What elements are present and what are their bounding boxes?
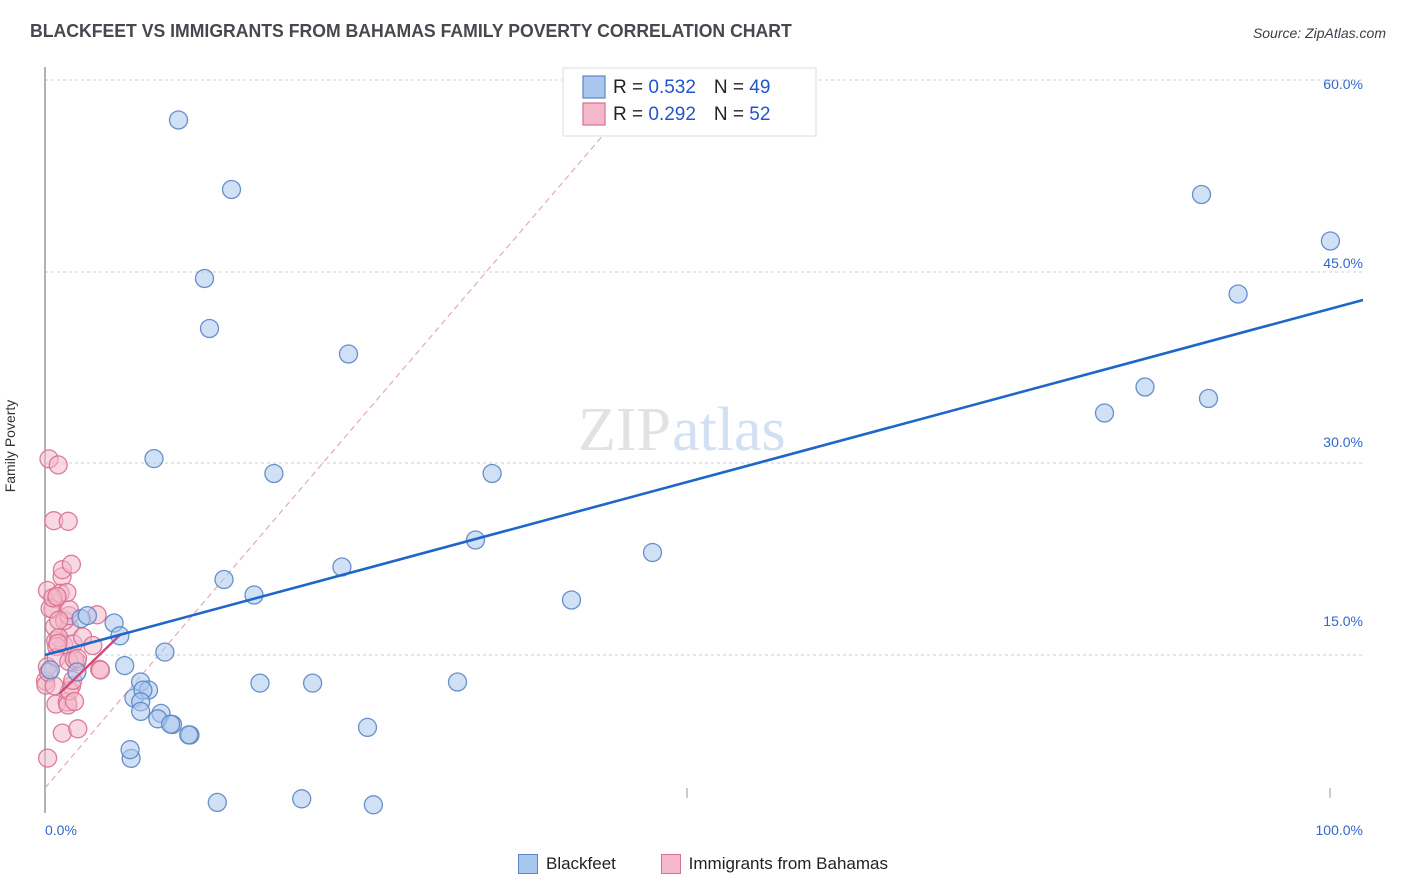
svg-text:ZIP: ZIP — [578, 396, 671, 464]
svg-text:atlas: atlas — [672, 396, 786, 464]
